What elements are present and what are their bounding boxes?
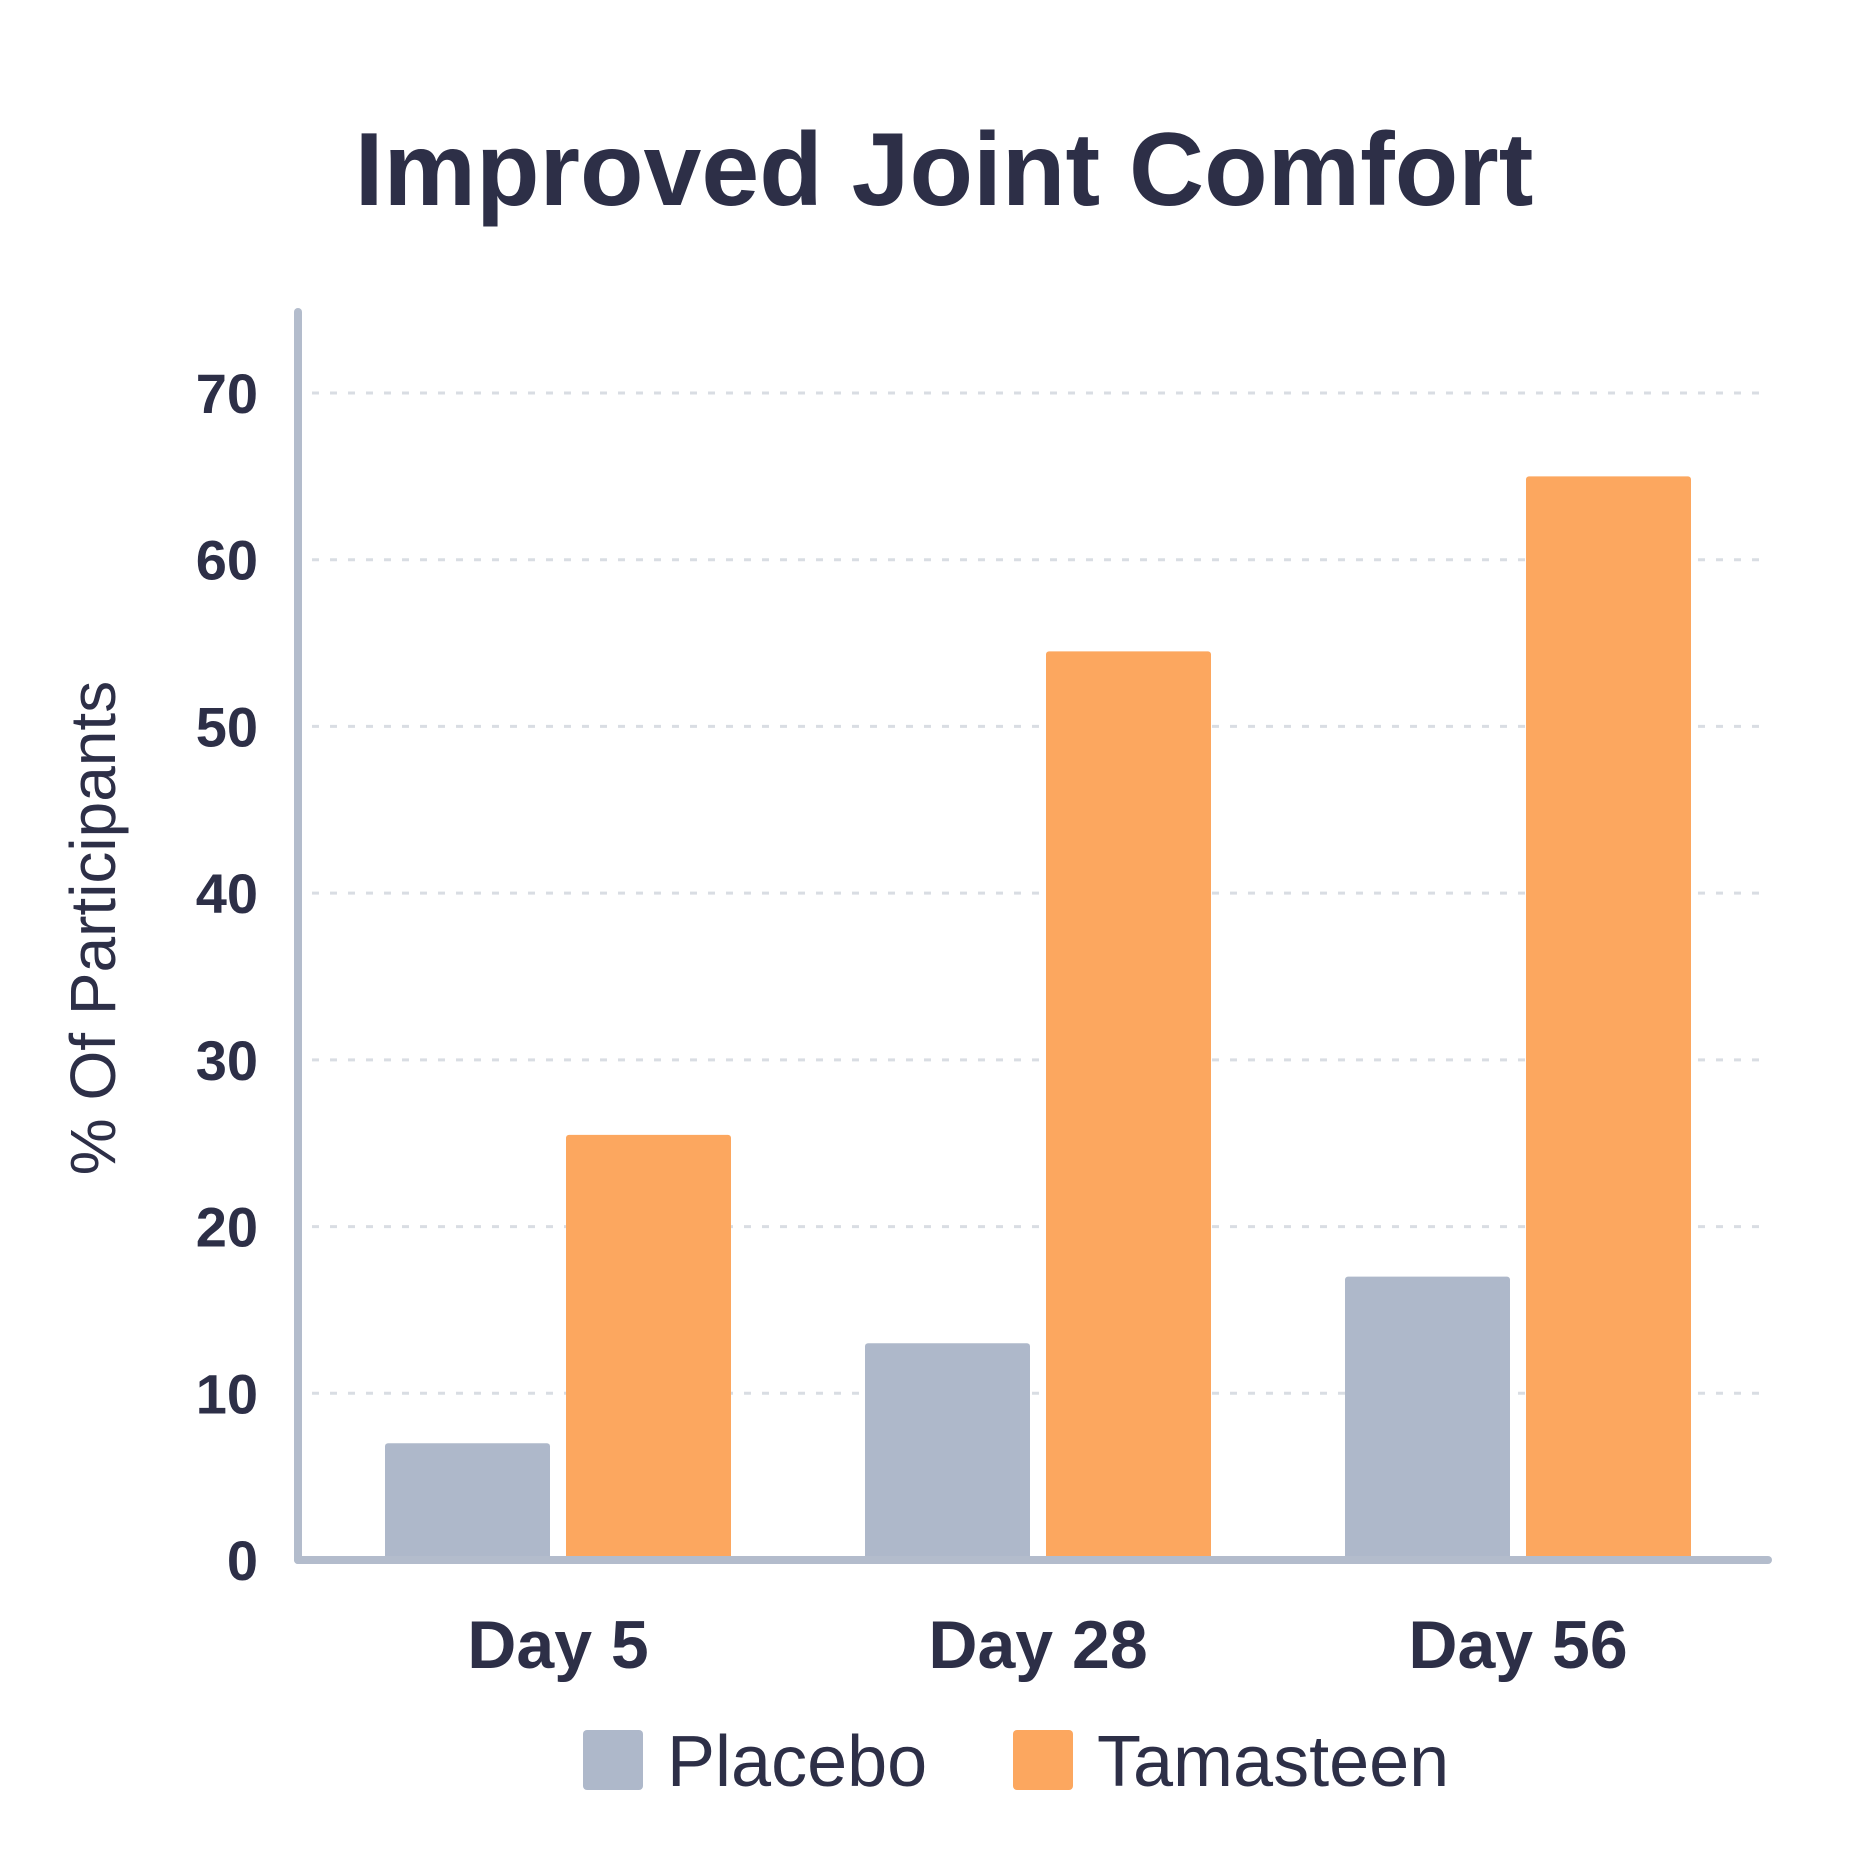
y-tick-label: 40 [196, 862, 258, 925]
legend-label: Tamasteen [1097, 1722, 1449, 1802]
legend-swatch [583, 1730, 643, 1790]
bar-placebo-day-28 [865, 1343, 1030, 1560]
y-tick-label: 70 [196, 362, 258, 425]
bar-placebo-day-5 [385, 1443, 550, 1560]
y-axis-label: % Of Participants [57, 681, 129, 1175]
x-category-labels: Day 5 Day 28 Day 56 [467, 1607, 1627, 1683]
y-tick-label: 0 [227, 1529, 258, 1592]
bar-placebo-day-56 [1345, 1276, 1510, 1560]
x-category-label: Day 5 [467, 1607, 648, 1683]
legend-label: Placebo [667, 1722, 927, 1802]
x-category-label: Day 56 [1408, 1607, 1627, 1683]
y-tick-labels: 0 10 20 30 40 50 60 70 [196, 362, 258, 1592]
bar-tamasteen-day-5 [566, 1134, 731, 1560]
y-tick-label: 50 [196, 695, 258, 758]
legend-item-placebo: Placebo [583, 1722, 927, 1802]
axes [294, 308, 1772, 1564]
chart-title: Improved Joint Comfort [355, 112, 1534, 228]
legend-swatch [1013, 1730, 1073, 1790]
x-category-label: Day 28 [928, 1607, 1147, 1683]
y-tick-label: 10 [196, 1362, 258, 1425]
y-tick-label: 60 [196, 529, 258, 592]
legend: Placebo Tamasteen [583, 1722, 1449, 1802]
bars [385, 476, 1691, 1560]
y-tick-label: 30 [196, 1029, 258, 1092]
legend-item-tamasteen: Tamasteen [1013, 1722, 1449, 1802]
bar-tamasteen-day-28 [1046, 651, 1211, 1560]
y-tick-label: 20 [196, 1196, 258, 1259]
bar-tamasteen-day-56 [1526, 476, 1691, 1560]
